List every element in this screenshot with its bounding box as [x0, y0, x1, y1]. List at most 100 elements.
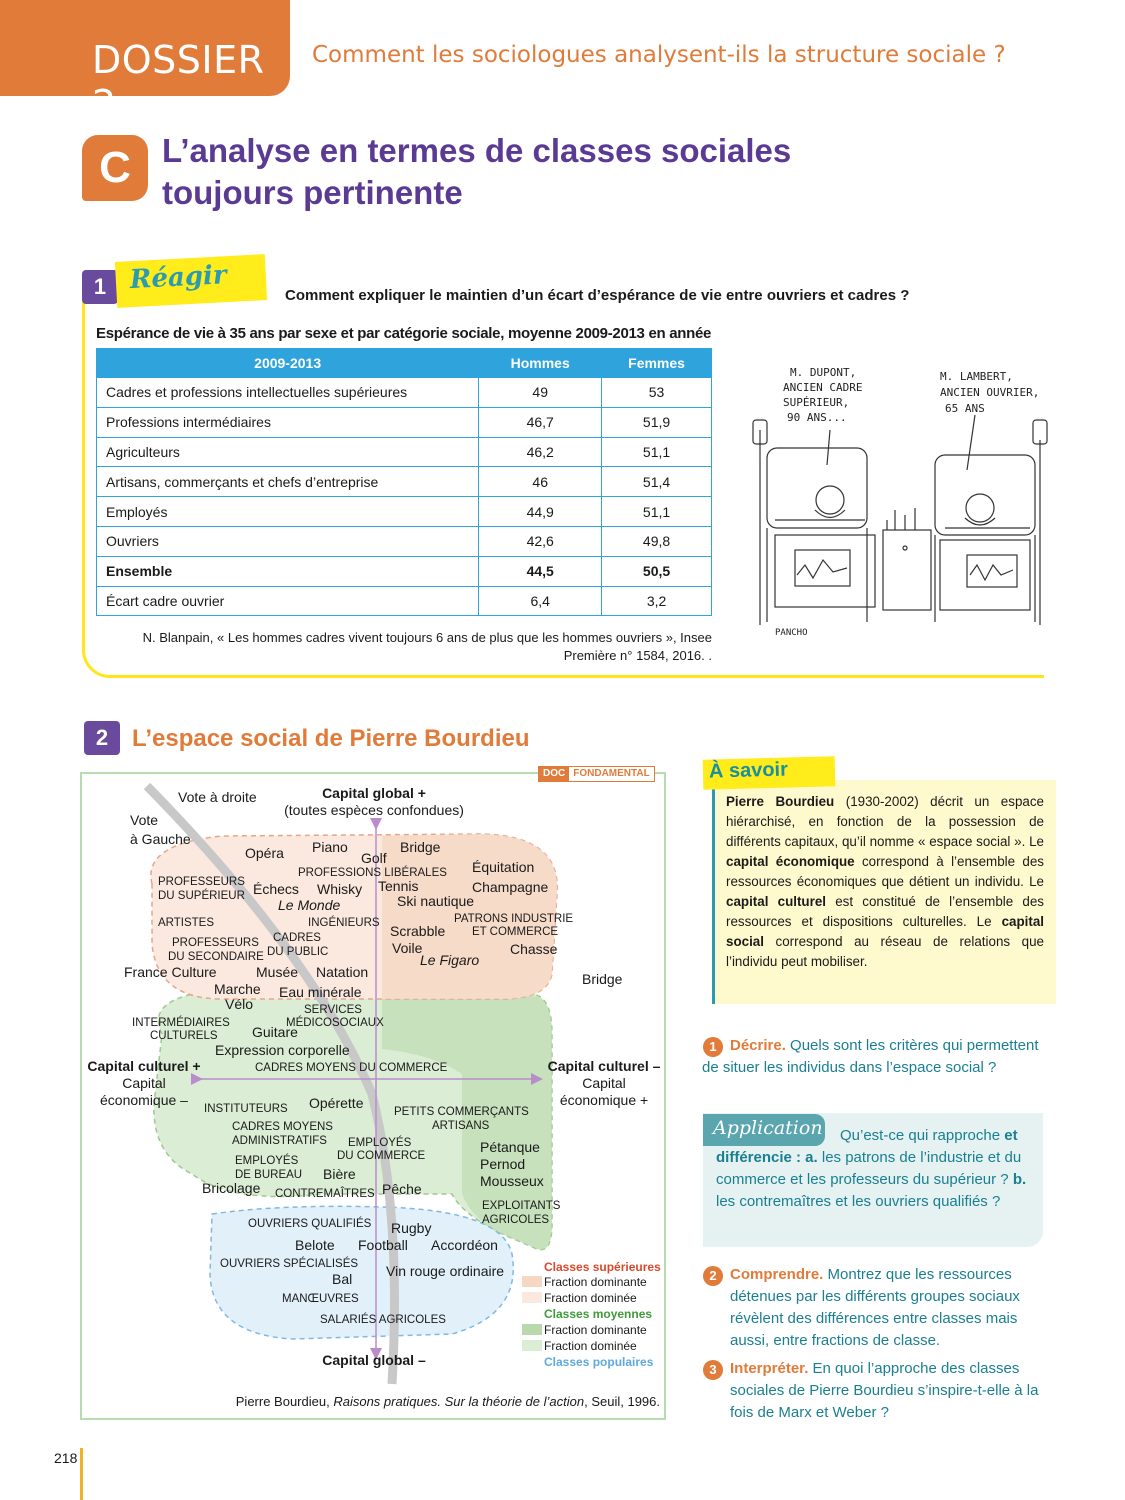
table-header-row: 2009-2013 Hommes Femmes [95, 348, 712, 378]
label-salaries-agricoles: SALARIÉS AGRICOLES [320, 1313, 446, 1326]
label-services-2: MÉDICOSOCIAUX [286, 1016, 384, 1029]
label-bridge-right: Bridge [582, 971, 623, 987]
table-cell-men: 6,4 [478, 585, 603, 617]
application-lead: Qu’est-ce qui rapproche [840, 1127, 1001, 1144]
label-cadres-admin-1: CADRES MOYENS [232, 1121, 333, 1133]
axis-right-label-2: Capital [582, 1075, 626, 1091]
legend-moy-dominee: Fraction dominée [544, 1339, 637, 1353]
page-margin-bar [80, 1448, 83, 1500]
table-row: Cadres et professions intellectuelles su… [95, 377, 712, 408]
hospital-cartoon-illustration: M. DUPONT, ANCIEN CADRE SUPÉRIEUR, 90 AN… [752, 366, 1048, 638]
table-cell-women: 51,1 [601, 436, 712, 468]
application-label: Application [703, 1114, 825, 1146]
label-petanque: Pétanque [480, 1139, 540, 1155]
savoir-capital-culturel: capital culturel [726, 894, 826, 909]
question-3-verb: Interpréter. [730, 1360, 809, 1377]
label-exploitants-1: EXPLOITANTS [482, 1200, 561, 1212]
savoir-capital-social: capital social [726, 914, 1044, 949]
doc2-source-rest: , Seuil, 1996. [584, 1394, 660, 1409]
table-cell-women: 51,4 [601, 466, 712, 498]
question-2-text: Montrez que les ressources détenues par … [730, 1266, 1020, 1349]
label-exploitants-2: AGRICOLES [482, 1214, 549, 1226]
label-mousseux: Mousseux [480, 1173, 544, 1189]
label-petits-commercants-1: PETITS COMMERÇANTS [394, 1106, 529, 1118]
label-vote-gauche-2: à Gauche [130, 831, 191, 847]
label-employes-bureau-2: DE BUREAU [235, 1169, 302, 1181]
question-3-number: 3 [703, 1360, 723, 1380]
life-expectancy-table: 2009-2013 Hommes Femmes Cadres et profes… [95, 348, 712, 617]
reagir-tag: Réagir [114, 254, 268, 308]
section-title-line1: L’analyse en termes de classes sociales [162, 132, 792, 169]
table-row: Employés 44,9 51,1 [95, 496, 712, 527]
table-cell-women: 50,5 [601, 555, 712, 587]
cartoon-caption-right-2: ANCIEN OUVRIER, [940, 386, 1039, 399]
zone-superieures-dominante [382, 834, 558, 999]
doc2-number: 2 [84, 721, 120, 755]
cartoon-caption-left-1: M. DUPONT, [790, 366, 856, 379]
label-ouvriers-specialises: OUVRIERS SPÉCIALISÉS [220, 1257, 358, 1270]
legend-sup-dominante: Fraction dominante [544, 1275, 647, 1289]
label-manoeuvres: MANŒUVRES [282, 1293, 359, 1305]
label-professions-liberales: PROFESSIONS LIBÉRALES [298, 866, 447, 879]
label-le-monde: Le Monde [278, 897, 340, 913]
table-cell-women: 51,9 [601, 406, 712, 438]
table-cell-category: Cadres et professions intellectuelles su… [95, 377, 480, 408]
label-professeurs-superieur-2: DU SUPÉRIEUR [158, 889, 245, 902]
dossier-question: Comment les sociologues analysent-ils la… [312, 42, 1006, 68]
question-1: Décrire. Quels sont les critères qui per… [702, 1035, 1042, 1079]
table-cell-category: Écart cadre ouvrier [95, 585, 480, 617]
cartoon-caption-right-3: 65 ANS [945, 402, 985, 415]
savoir-text-2: correspond à l’ensemble des ressources é… [726, 854, 1044, 889]
label-echecs: Échecs [253, 881, 299, 897]
cartoon-caption-right-1: M. LAMBERT, [940, 370, 1013, 383]
table-cell-women: 49,8 [601, 525, 712, 557]
label-cadres-moyens-commerce: CADRES MOYENS DU COMMERCE [255, 1062, 448, 1074]
label-bal: Bal [332, 1271, 352, 1287]
doc2-frame [80, 772, 666, 1420]
label-piano: Piano [312, 839, 348, 855]
label-ouvriers-qualifies: OUVRIERS QUALIFIÉS [248, 1217, 372, 1230]
section-letter-badge: C [82, 135, 148, 201]
page-number: 218 [54, 1450, 78, 1466]
table-row: Artisans, commerçants et chefs d’entrepr… [95, 466, 712, 498]
table-cell-women: 53 [601, 377, 712, 408]
label-operette: Opérette [309, 1095, 364, 1111]
table-cell-men: 46,7 [478, 406, 603, 438]
label-guitare: Guitare [252, 1024, 298, 1040]
label-instituteurs: INSTITUTEURS [204, 1103, 288, 1115]
label-biere: Bière [323, 1166, 356, 1182]
question-2: Comprendre. Montrez que les ressources d… [730, 1264, 1042, 1352]
doc2-source-author: Pierre Bourdieu, [235, 1394, 330, 1409]
doc2-source-title: Raisons pratiques. Sur la théorie de l’a… [333, 1394, 585, 1409]
label-bridge-top: Bridge [400, 839, 441, 855]
label-vin-rouge: Vin rouge ordinaire [386, 1263, 504, 1279]
label-whisky: Whisky [317, 881, 362, 897]
savoir-capital-economique: capital économique [726, 854, 855, 869]
question-3-text: En quoi l’approche des classes sociales … [730, 1360, 1039, 1421]
zone-classes-populaires [209, 1205, 514, 1340]
label-natation: Natation [316, 964, 368, 980]
label-chasse: Chasse [510, 941, 558, 957]
legend-classes-populaires: Classes populaires [544, 1355, 654, 1369]
table-cell-category: Employés [95, 496, 480, 527]
doc1-source-line2: Première n° 1584, 2016. . [563, 648, 712, 663]
cartoon-caption-left-3: SUPÉRIEUR, [783, 396, 849, 409]
question-3: Interpréter. En quoi l’approche des clas… [730, 1358, 1042, 1424]
question-1-verb: Décrire. [730, 1037, 786, 1054]
table-row-total: Ensemble 44,5 50,5 [95, 555, 712, 587]
savoir-bourdieu: Pierre Bourdieu [726, 794, 835, 809]
legend-moy-dominante: Fraction dominante [544, 1323, 647, 1337]
application-part-b: les contremaîtres et les ouvriers qualif… [716, 1193, 1001, 1210]
question-2-verb: Comprendre. [730, 1266, 824, 1283]
savoir-text-4: correspond au réseau de relations que l’… [726, 934, 1044, 969]
table-row: Professions intermédiaires 46,7 51,9 [95, 406, 712, 438]
table-header-period: 2009-2013 [95, 348, 480, 378]
label-patrons-1: PATRONS INDUSTRIE [454, 913, 573, 925]
table-row: Ouvriers 42,6 49,8 [95, 525, 712, 557]
doc1-number: 1 [82, 270, 118, 304]
legend-sup-dominee: Fraction dominée [544, 1291, 637, 1305]
application-part-a: les patrons de l’industrie et du commerc… [716, 1149, 1022, 1188]
label-cadres-public-2: DU PUBLIC [267, 946, 328, 958]
axis-left-label-2: Capital [122, 1075, 166, 1091]
axis-top-label-1: Capital global + [322, 785, 426, 801]
